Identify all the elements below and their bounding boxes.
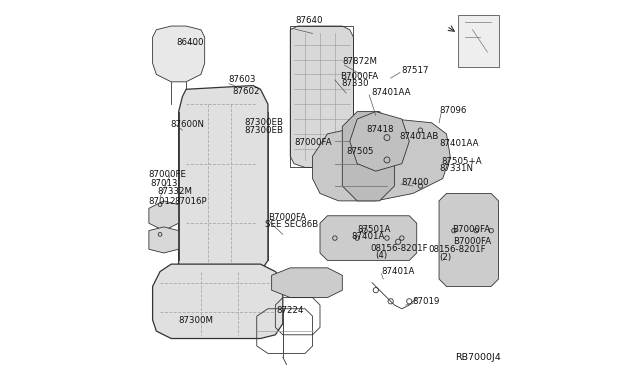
Text: 87401A: 87401A [351, 232, 385, 241]
Text: RB7000J4: RB7000J4 [454, 353, 500, 362]
Polygon shape [439, 193, 499, 286]
Text: 87603: 87603 [229, 76, 257, 84]
Text: (2): (2) [439, 253, 451, 262]
Text: 87640: 87640 [296, 16, 323, 25]
Text: B7000FA: B7000FA [452, 225, 490, 234]
Text: SEE SEC86B: SEE SEC86B [265, 220, 318, 229]
Polygon shape [291, 26, 353, 167]
Text: 87505: 87505 [346, 147, 374, 156]
Text: 87400: 87400 [401, 178, 429, 187]
Text: 87517: 87517 [402, 66, 429, 75]
Polygon shape [149, 201, 179, 231]
Text: 87401A: 87401A [381, 267, 415, 276]
Text: 87300EB: 87300EB [244, 126, 283, 135]
Polygon shape [320, 216, 417, 260]
Text: 87330: 87330 [342, 79, 369, 88]
Polygon shape [149, 227, 179, 253]
Polygon shape [152, 26, 205, 82]
Text: 87300M: 87300M [179, 316, 214, 325]
Polygon shape [312, 119, 450, 201]
Polygon shape [349, 112, 410, 171]
Text: 87000FA: 87000FA [294, 138, 332, 147]
Text: 87013: 87013 [150, 179, 177, 187]
Text: 87224: 87224 [276, 307, 303, 315]
Polygon shape [342, 112, 394, 201]
Bar [458, 15, 499, 67]
Text: 87332M: 87332M [157, 187, 193, 196]
Polygon shape [271, 268, 342, 298]
Text: 08156-8201F: 08156-8201F [370, 244, 428, 253]
Text: 87000FE: 87000FE [148, 170, 186, 179]
Text: 87401AA: 87401AA [439, 139, 479, 148]
Text: 87600N: 87600N [170, 120, 204, 129]
Text: B7000FA: B7000FA [268, 214, 306, 222]
Text: 87016P: 87016P [174, 198, 207, 206]
Text: 87505+A: 87505+A [441, 157, 482, 166]
Text: 08156-8201F: 08156-8201F [429, 246, 486, 254]
Text: 87501A: 87501A [357, 225, 390, 234]
Text: (4): (4) [375, 251, 387, 260]
Text: B7000FA: B7000FA [453, 237, 491, 246]
Text: 87401AA: 87401AA [371, 88, 410, 97]
Text: 87401AB: 87401AB [399, 132, 439, 141]
Text: 87096: 87096 [439, 106, 467, 115]
Text: 87602: 87602 [232, 87, 260, 96]
Text: 87418: 87418 [367, 125, 394, 134]
Text: 87012: 87012 [148, 198, 175, 206]
Text: 87872M: 87872M [342, 57, 378, 66]
Text: 87300EB: 87300EB [244, 118, 283, 127]
Bar [291, 26, 353, 167]
Text: B7000FA: B7000FA [340, 72, 379, 81]
Text: 87331N: 87331N [439, 164, 473, 173]
Text: 86400: 86400 [177, 38, 204, 47]
Polygon shape [179, 86, 268, 275]
Text: 87019: 87019 [412, 297, 440, 306]
Polygon shape [152, 264, 283, 339]
